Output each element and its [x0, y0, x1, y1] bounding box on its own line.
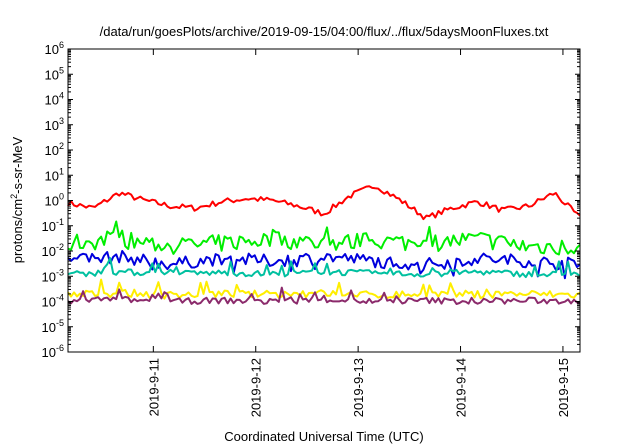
y-tick-label: 10-6	[42, 343, 64, 360]
y-tick-label: 10-2	[42, 242, 64, 259]
series-line	[67, 286, 581, 305]
x-tick-label: 2019-9-11	[146, 358, 161, 416]
series-line	[67, 257, 581, 279]
chart-title: /data/run/goesPlots/archive/2019-09-15/0…	[100, 24, 549, 39]
y-tick-label: 103	[45, 116, 64, 133]
x-tick-label: 2019-9-13	[351, 358, 366, 417]
y-tick-label: 106	[45, 40, 64, 57]
y-tick-label: 10-5	[42, 318, 64, 335]
x-tick-label: 2019-9-15	[556, 358, 571, 417]
y-tick-label: 100	[45, 192, 64, 209]
x-axis-ticks: 2019-9-11 2019-9-12 2019-9-13 2019-9-14 2019…	[146, 49, 571, 417]
y-tick-label: 10-1	[42, 217, 64, 234]
y-tick-label: 102	[45, 141, 64, 158]
series-line	[67, 220, 581, 256]
y-tick-label: 104	[45, 91, 64, 108]
x-tick-label: 2019-9-14	[454, 358, 469, 417]
y-axis-label: protons/cm2-s-sr-MeV	[9, 136, 25, 263]
x-tick-label: 2019-9-12	[249, 358, 264, 417]
series-layer	[67, 185, 581, 305]
y-tick-label: 10-3	[42, 267, 64, 284]
y-tick-label: 10-4	[42, 293, 64, 310]
y-axis-ticks: 10-6 10-5 10-4 10-3 10-2 10-1 100 101 102 103 104 1…	[42, 40, 580, 360]
x-axis-label: Coordinated Universal Time (UTC)	[224, 429, 423, 444]
series-line	[67, 185, 581, 221]
y-tick-label: 105	[45, 65, 64, 82]
y-tick-label: 101	[45, 166, 64, 183]
